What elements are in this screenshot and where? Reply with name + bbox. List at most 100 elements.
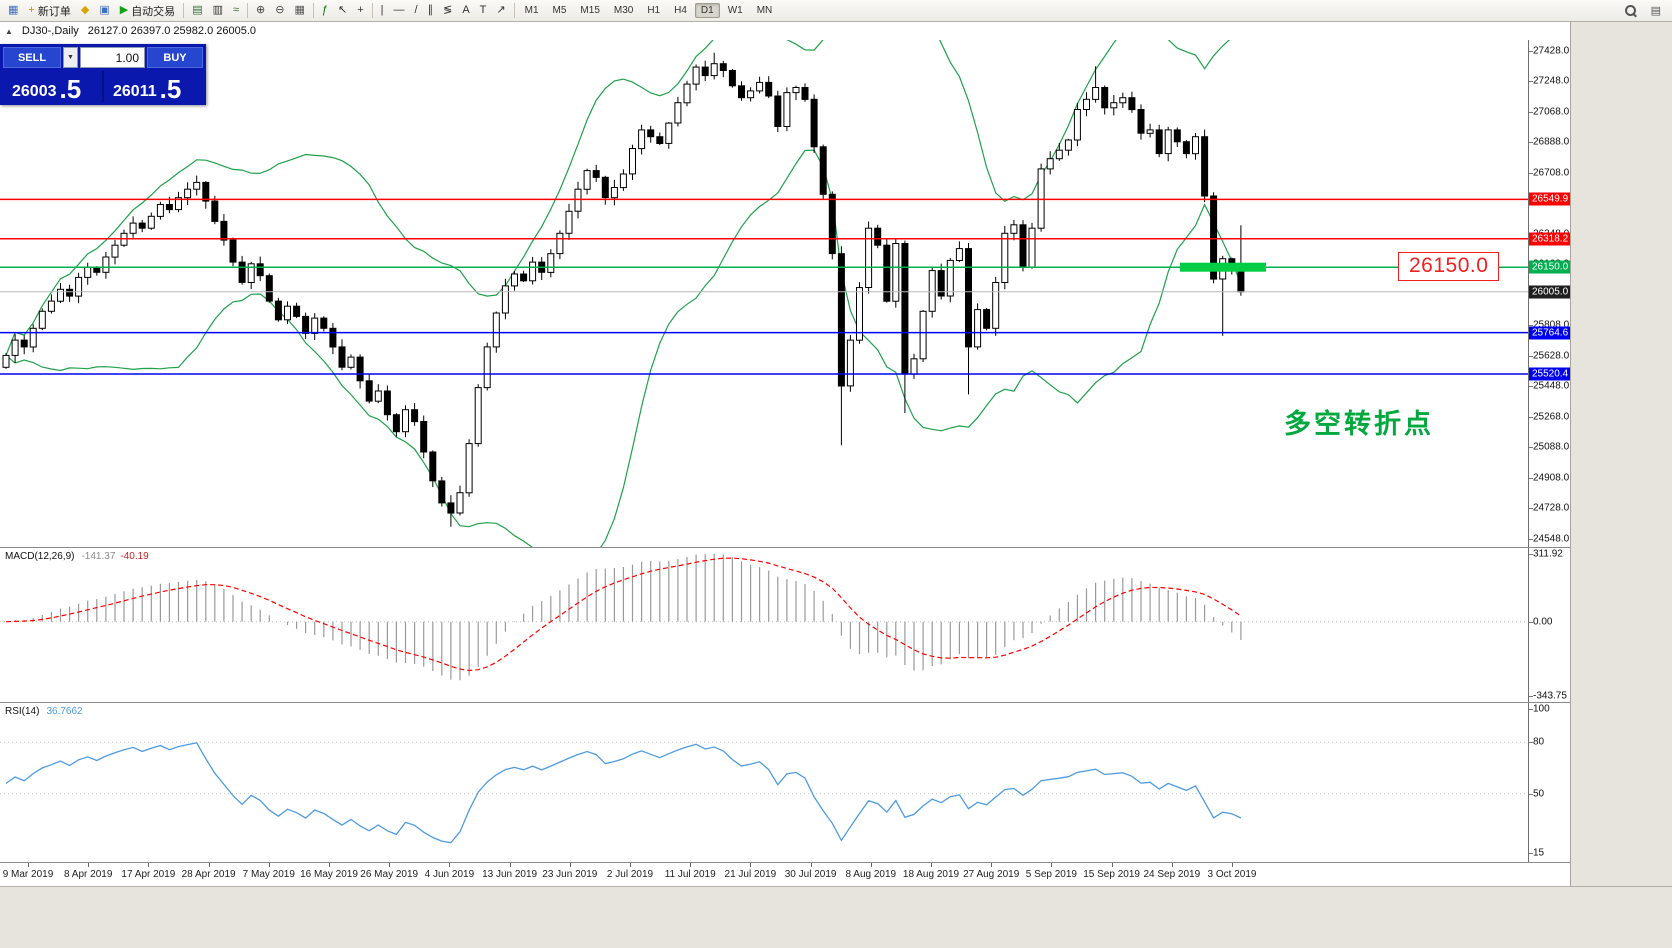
- date-label[interactable]: 8 Aug 2019: [845, 869, 897, 880]
- zoom-out-button[interactable]: ⊖: [270, 1, 289, 20]
- timeframe-w1-button[interactable]: W1: [727, 5, 743, 16]
- chart-menu-icon[interactable]: ▲: [5, 26, 13, 36]
- channel-button[interactable]: ∥: [423, 1, 439, 20]
- toolbar-right-icons: ▤: [1620, 1, 1666, 21]
- candlestick-chart-icon: ▥: [212, 4, 223, 16]
- date-label[interactable]: 27 Aug 2019: [963, 869, 1020, 880]
- timeframe-m5-button[interactable]: M5: [552, 5, 567, 16]
- crosshair-button[interactable]: +: [352, 1, 368, 20]
- date-tick: [690, 863, 692, 867]
- rsi-line: [5, 742, 1242, 844]
- price-axis-label: 24728.0: [1533, 502, 1570, 514]
- text-icon: A: [462, 4, 470, 16]
- axis-tick: [1529, 793, 1533, 795]
- buy-price[interactable]: 26011.5: [102, 71, 203, 102]
- date-tick: [148, 863, 150, 867]
- tile-windows-button[interactable]: ▦: [289, 1, 309, 20]
- timeframe-d1-button[interactable]: D1: [694, 3, 720, 18]
- autotrading-button[interactable]: ▶ 自动交易: [115, 1, 180, 20]
- label-button[interactable]: T: [475, 1, 492, 20]
- timeframe-mn-button[interactable]: MN: [756, 5, 773, 16]
- rsi-plot[interactable]: RSI(14) 36.7662: [0, 703, 1528, 862]
- macd-signal-line: [5, 557, 1242, 672]
- deposit-icon-button[interactable]: ◆: [76, 1, 94, 20]
- chart-symbol-title: DJ30-,Daily: [21, 25, 79, 37]
- price-axis-label: 27428.0: [1533, 45, 1570, 56]
- date-label[interactable]: 30 Jul 2019: [784, 869, 837, 880]
- volume-input[interactable]: [80, 47, 145, 68]
- horizontal-line-button[interactable]: —: [389, 1, 410, 20]
- date-tick: [509, 863, 511, 867]
- axis-tick: [1529, 447, 1533, 449]
- price-chart-panel: SELL ▼ BUY 26003.5 26011.5 26150.0 多空转折点…: [0, 40, 1570, 547]
- price-chart-plot[interactable]: SELL ▼ BUY 26003.5 26011.5 26150.0 多空转折点: [0, 40, 1528, 547]
- date-label[interactable]: 3 Oct 2019: [1207, 869, 1257, 880]
- bar-chart-button[interactable]: ▤: [187, 1, 207, 20]
- date-label[interactable]: 8 Apr 2019: [64, 869, 113, 880]
- macd-main-value: -141.37: [81, 551, 116, 562]
- vertical-line-button[interactable]: |: [376, 1, 389, 20]
- rsi-axis-label: 50: [1533, 788, 1545, 800]
- profile-button[interactable]: ▤: [1646, 2, 1666, 21]
- sell-price[interactable]: 26003.5: [3, 71, 102, 102]
- arrows-button[interactable]: ↗: [491, 1, 510, 20]
- date-label[interactable]: 24 Sep 2019: [1143, 869, 1201, 880]
- chart-annotation-text[interactable]: 多空转折点: [1284, 409, 1434, 439]
- date-tick: [389, 863, 391, 867]
- date-label[interactable]: 16 May 2019: [300, 869, 358, 880]
- text-button[interactable]: A: [457, 1, 474, 20]
- date-label[interactable]: 5 Sep 2019: [1025, 869, 1077, 880]
- timeframe-m1-button[interactable]: M1: [524, 5, 539, 16]
- date-label[interactable]: 11 Jul 2019: [664, 869, 716, 880]
- search-icon: [1624, 5, 1637, 17]
- zoom-in-button[interactable]: ⊕: [251, 1, 270, 20]
- zoom-out-icon: ⊖: [275, 4, 285, 16]
- terminal-icon-button[interactable]: ▣: [94, 1, 114, 20]
- rsi-axis[interactable]: 100 80 50 15: [1528, 703, 1570, 862]
- date-label[interactable]: 4 Jun 2019: [424, 869, 475, 880]
- price-chart-svg[interactable]: [0, 40, 1528, 547]
- zoom-in-icon: ⊕: [256, 4, 266, 16]
- chart-title-bar: ▲ DJ30-,Daily 26127.0 26397.0 25982.0 26…: [0, 22, 1570, 40]
- sell-button[interactable]: SELL: [3, 47, 61, 68]
- date-label[interactable]: 23 Jun 2019: [542, 869, 598, 880]
- date-label[interactable]: 7 May 2019: [242, 869, 295, 880]
- date-label[interactable]: 2 Jul 2019: [606, 869, 654, 880]
- date-label[interactable]: 18 Aug 2019: [902, 869, 960, 880]
- timeframe-h4-button[interactable]: H4: [674, 5, 687, 16]
- new-order-button[interactable]: + 新订单: [23, 1, 75, 20]
- trendline-button[interactable]: /: [410, 1, 423, 20]
- toolbar-separator: [183, 3, 185, 18]
- date-label[interactable]: 13 Jun 2019: [482, 869, 538, 880]
- chart-window-icon-button[interactable]: ▦: [3, 1, 23, 20]
- macd-axis[interactable]: 311.92 0.00 -343.75: [1528, 548, 1570, 702]
- date-label[interactable]: 15 Sep 2019: [1083, 869, 1140, 880]
- date-label[interactable]: 21 Jul 2019: [724, 869, 777, 880]
- date-tick: [208, 863, 210, 867]
- fibonacci-button[interactable]: ≶: [438, 1, 457, 20]
- cursor-button[interactable]: ↖: [333, 1, 352, 20]
- timeframe-m15-button[interactable]: M15: [580, 5, 600, 16]
- search-button[interactable]: [1620, 2, 1642, 21]
- buy-button[interactable]: BUY: [147, 47, 203, 68]
- candlestick-chart-button[interactable]: ▥: [208, 1, 228, 20]
- axis-tick: [1529, 709, 1533, 710]
- date-label[interactable]: 17 Apr 2019: [121, 869, 176, 880]
- date-label[interactable]: 9 Mar 2019: [2, 869, 54, 880]
- price-axis-label: 25268.0: [1533, 411, 1570, 423]
- bollinger-upper-band[interactable]: [5, 40, 1241, 356]
- date-label[interactable]: 26 May 2019: [360, 869, 419, 880]
- timeframe-m30-button[interactable]: M30: [613, 5, 634, 16]
- highlight-segment[interactable]: [1180, 262, 1266, 272]
- line-chart-button[interactable]: ≈: [228, 1, 244, 20]
- indicators-button[interactable]: ƒ: [317, 1, 333, 20]
- date-label[interactable]: 28 Apr 2019: [181, 869, 236, 880]
- bollinger-lower-band[interactable]: [5, 149, 1242, 547]
- timeframe-h1-button[interactable]: H1: [647, 5, 661, 16]
- volume-decrease-button[interactable]: ▼: [63, 47, 78, 68]
- time-axis[interactable]: 9 Mar 2019 8 Apr 2019 17 Apr 2019 28 Apr 20…: [0, 862, 1570, 886]
- price-callout-label[interactable]: 26150.0: [1398, 252, 1500, 281]
- price-axis[interactable]: 24548.0 24728.0 24908.0 25088.0 25268.0 25448…: [1528, 40, 1570, 547]
- date-tick: [28, 863, 29, 867]
- macd-plot[interactable]: MACD(12,26,9) -141.37 -40.19: [0, 548, 1528, 702]
